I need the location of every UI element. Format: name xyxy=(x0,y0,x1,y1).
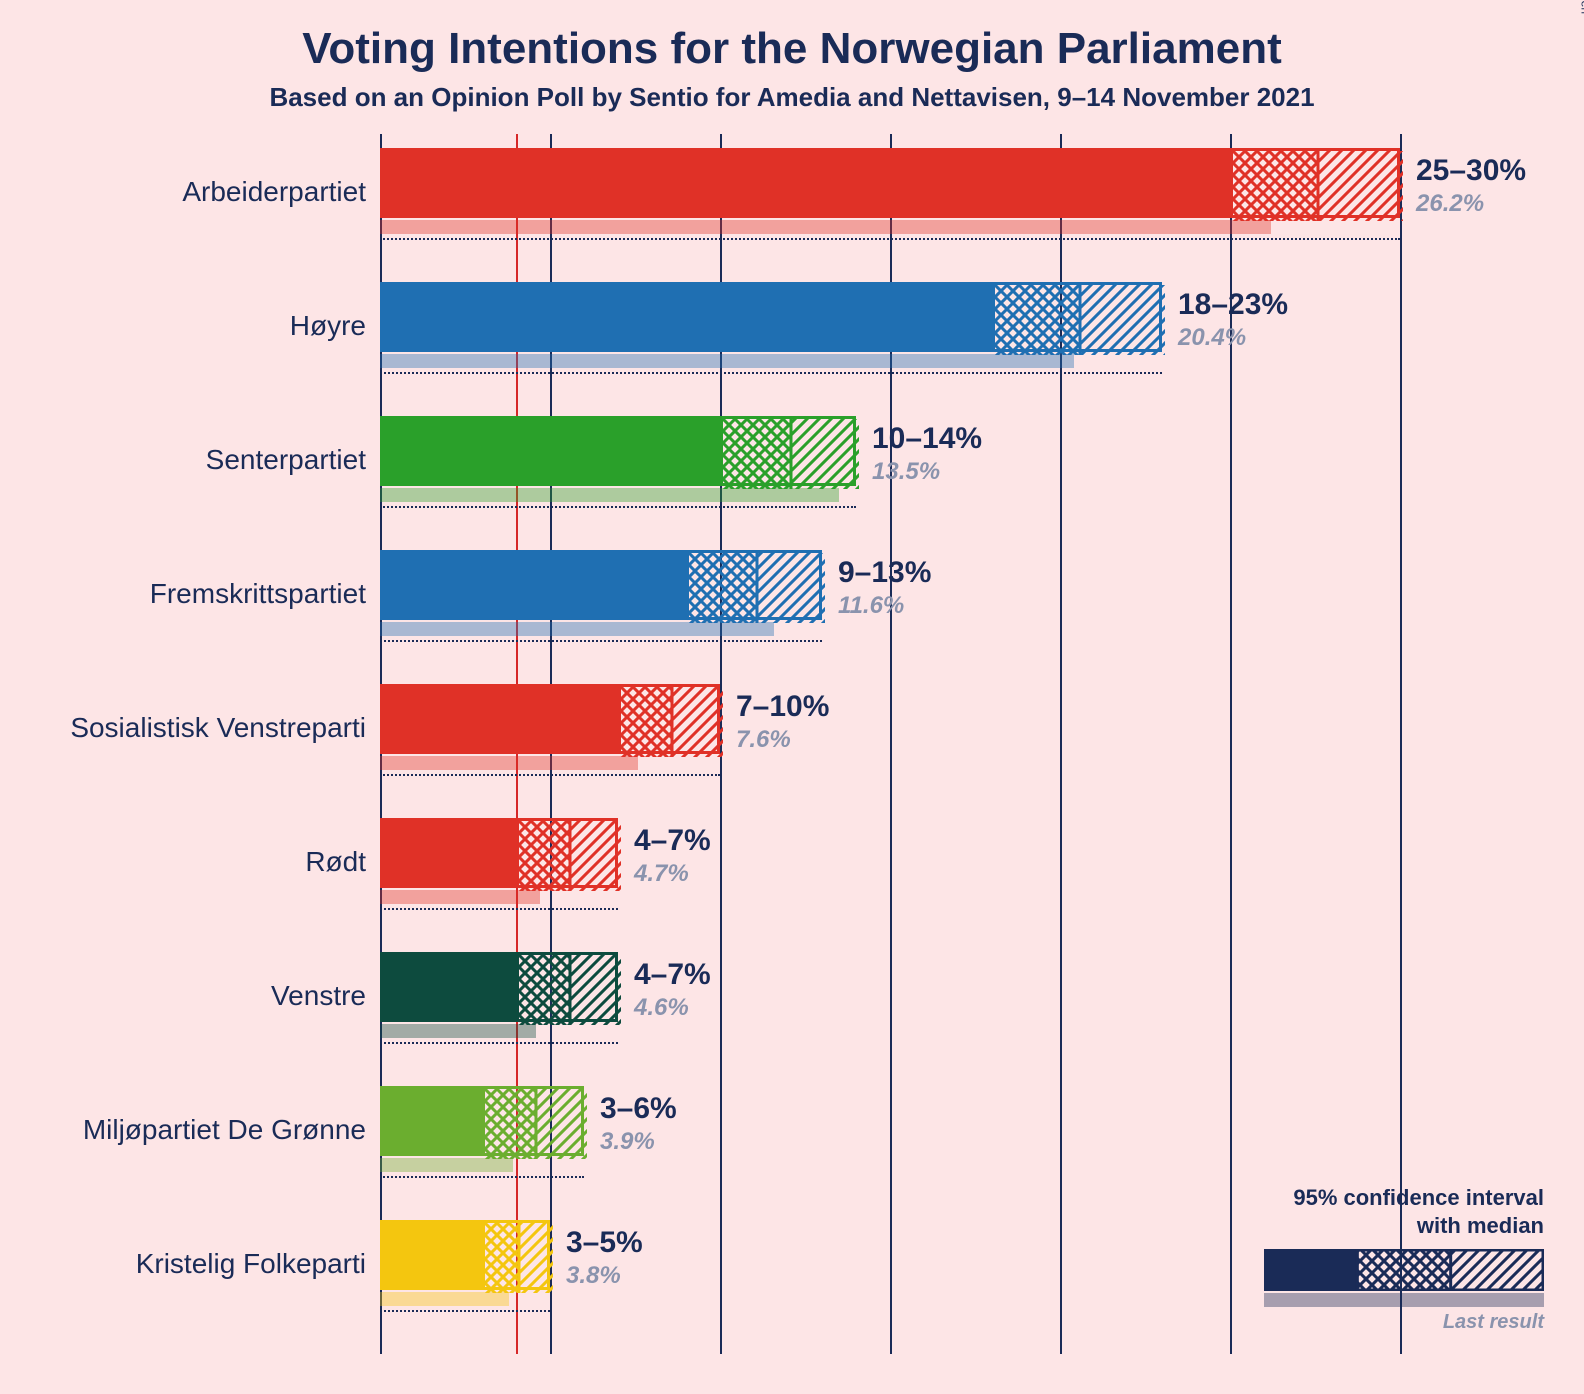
party-label: Fremskrittspartiet xyxy=(150,578,380,610)
party-label: Venstre xyxy=(271,980,380,1012)
row-separator xyxy=(380,1176,584,1178)
party-row: Sosialistisk Venstreparti7–10%7.6% xyxy=(380,684,1480,774)
party-row: Fremskrittspartiet9–13%11.6% xyxy=(380,550,1480,640)
chart-title: Voting Intentions for the Norwegian Parl… xyxy=(0,24,1584,74)
value-range: 3–5% xyxy=(566,1226,643,1260)
row-separator xyxy=(380,640,822,642)
party-row: Miljøpartiet De Grønne3–6%3.9% xyxy=(380,1086,1480,1176)
party-label: Senterpartiet xyxy=(206,444,380,476)
value-last: 3.9% xyxy=(600,1128,655,1156)
bar-last-result xyxy=(380,220,1271,234)
legend-last-swatch xyxy=(1264,1293,1544,1307)
value-range: 3–6% xyxy=(600,1092,677,1126)
bar-chart: Arbeiderpartiet25–30%26.2% Høyre18–23%20.… xyxy=(380,134,1480,1354)
value-range: 25–30% xyxy=(1416,154,1526,188)
bar-confidence-interval xyxy=(516,818,618,888)
bar-solid xyxy=(380,818,516,888)
bar-confidence-interval xyxy=(516,952,618,1022)
row-separator xyxy=(380,774,720,776)
bar-solid xyxy=(380,1220,482,1290)
bar-confidence-interval xyxy=(1230,148,1400,218)
value-range: 9–13% xyxy=(838,556,931,590)
legend-ci-swatch xyxy=(1264,1249,1544,1291)
row-separator xyxy=(380,238,1400,240)
chart-page: Voting Intentions for the Norwegian Parl… xyxy=(0,0,1584,1394)
party-row: Arbeiderpartiet25–30%26.2% xyxy=(380,148,1480,238)
value-range: 4–7% xyxy=(634,958,711,992)
value-last: 4.7% xyxy=(634,860,689,888)
value-range: 7–10% xyxy=(736,690,829,724)
value-range: 4–7% xyxy=(634,824,711,858)
value-last: 20.4% xyxy=(1178,324,1246,352)
value-last: 13.5% xyxy=(872,458,940,486)
bar-last-result xyxy=(380,1024,536,1038)
bar-last-result xyxy=(380,890,540,904)
value-last: 3.8% xyxy=(566,1262,621,1290)
legend: 95% confidence interval with median Last… xyxy=(1264,1185,1544,1334)
party-label: Sosialistisk Venstreparti xyxy=(70,712,380,744)
party-label: Høyre xyxy=(290,310,380,342)
value-range: 10–14% xyxy=(872,422,982,456)
bar-last-result xyxy=(380,354,1074,368)
bar-solid xyxy=(380,684,618,754)
bar-last-result xyxy=(380,488,839,502)
party-label: Kristelig Folkeparti xyxy=(136,1248,380,1280)
party-row: Rødt4–7%4.7% xyxy=(380,818,1480,908)
row-separator xyxy=(380,372,1162,374)
value-last: 4.6% xyxy=(634,994,689,1022)
value-last: 7.6% xyxy=(736,726,791,754)
bar-confidence-interval xyxy=(992,282,1162,352)
bar-last-result xyxy=(380,1292,509,1306)
value-range: 18–23% xyxy=(1178,288,1288,322)
bar-confidence-interval xyxy=(482,1086,584,1156)
row-separator xyxy=(380,908,618,910)
bar-last-result xyxy=(380,622,774,636)
party-row: Høyre18–23%20.4% xyxy=(380,282,1480,372)
bar-solid xyxy=(380,1086,482,1156)
legend-ci-line2: with median xyxy=(1264,1213,1544,1239)
bar-solid xyxy=(380,550,686,620)
bar-confidence-interval xyxy=(482,1220,550,1290)
chart-subtitle: Based on an Opinion Poll by Sentio for A… xyxy=(0,82,1584,113)
party-label: Arbeiderpartiet xyxy=(182,176,380,208)
bar-confidence-interval xyxy=(686,550,822,620)
bar-solid xyxy=(380,952,516,1022)
value-last: 11.6% xyxy=(838,592,904,620)
row-separator xyxy=(380,1310,550,1312)
row-separator xyxy=(380,506,856,508)
bar-last-result xyxy=(380,1158,513,1172)
value-last: 26.2% xyxy=(1416,190,1484,218)
bar-solid xyxy=(380,416,720,486)
copyright-text: © 2025 Filip van Laenen xyxy=(1578,0,1584,14)
party-label: Rødt xyxy=(305,846,380,878)
bar-confidence-interval xyxy=(618,684,720,754)
bar-confidence-interval xyxy=(720,416,856,486)
party-label: Miljøpartiet De Grønne xyxy=(83,1114,380,1146)
legend-ci-line1: 95% confidence interval xyxy=(1264,1185,1544,1211)
bar-solid xyxy=(380,148,1230,218)
party-row: Senterpartiet10–14%13.5% xyxy=(380,416,1480,506)
row-separator xyxy=(380,1042,618,1044)
legend-last-label: Last result xyxy=(1264,1311,1544,1334)
party-row: Venstre4–7%4.6% xyxy=(380,952,1480,1042)
bar-last-result xyxy=(380,756,638,770)
bar-solid xyxy=(380,282,992,352)
